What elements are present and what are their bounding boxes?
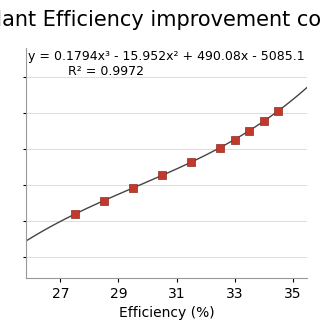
X-axis label: Efficiency (%): Efficiency (%) xyxy=(119,306,214,320)
Point xyxy=(131,185,136,190)
Text: y = 0.1794x³ - 15.952x² + 490.08x - 5085.1
          R² = 0.9972: y = 0.1794x³ - 15.952x² + 490.08x - 5085… xyxy=(28,50,305,78)
Text: Power Plant Efficiency improvement cost curve: Power Plant Efficiency improvement cost … xyxy=(0,10,320,30)
Point xyxy=(276,108,281,114)
Point xyxy=(188,160,194,165)
Point xyxy=(101,198,107,203)
Point xyxy=(72,212,77,217)
Point xyxy=(261,119,266,124)
Point xyxy=(218,145,223,150)
Point xyxy=(247,128,252,133)
Point xyxy=(159,173,164,178)
Point xyxy=(232,137,237,142)
